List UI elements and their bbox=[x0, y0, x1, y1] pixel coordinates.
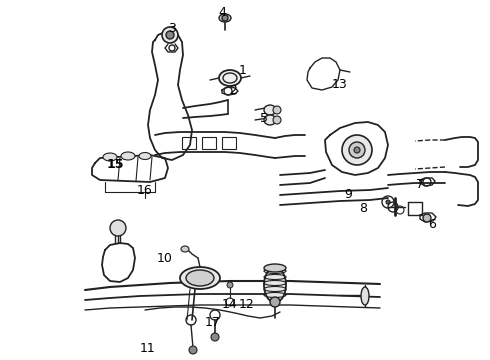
Circle shape bbox=[386, 200, 390, 204]
Text: 1: 1 bbox=[239, 64, 247, 77]
Ellipse shape bbox=[180, 267, 220, 289]
Text: 14: 14 bbox=[222, 298, 238, 311]
Circle shape bbox=[273, 116, 281, 124]
Text: 9: 9 bbox=[344, 189, 352, 202]
Text: 15: 15 bbox=[106, 158, 124, 171]
Ellipse shape bbox=[139, 153, 151, 159]
Bar bbox=[202, 137, 216, 149]
Ellipse shape bbox=[186, 270, 214, 286]
Text: 12: 12 bbox=[239, 298, 255, 311]
Text: 17: 17 bbox=[205, 315, 221, 328]
Circle shape bbox=[423, 214, 431, 222]
Ellipse shape bbox=[264, 115, 276, 125]
Circle shape bbox=[342, 135, 372, 165]
Ellipse shape bbox=[219, 14, 231, 22]
Circle shape bbox=[189, 346, 197, 354]
Text: 13: 13 bbox=[332, 78, 348, 91]
Text: 11: 11 bbox=[140, 342, 156, 355]
Circle shape bbox=[270, 297, 280, 307]
Text: 7: 7 bbox=[416, 179, 424, 192]
Ellipse shape bbox=[361, 287, 369, 305]
Text: 2: 2 bbox=[229, 85, 237, 98]
Ellipse shape bbox=[264, 267, 286, 302]
Ellipse shape bbox=[103, 153, 117, 161]
Text: 10: 10 bbox=[157, 252, 173, 265]
Circle shape bbox=[211, 333, 219, 341]
Ellipse shape bbox=[219, 70, 241, 86]
Bar bbox=[222, 137, 236, 149]
Circle shape bbox=[166, 31, 174, 39]
Ellipse shape bbox=[121, 152, 135, 160]
Text: 3: 3 bbox=[168, 22, 176, 35]
Ellipse shape bbox=[264, 264, 286, 272]
Text: 6: 6 bbox=[428, 219, 436, 231]
Text: 8: 8 bbox=[359, 202, 367, 215]
Circle shape bbox=[354, 147, 360, 153]
Ellipse shape bbox=[181, 246, 189, 252]
Circle shape bbox=[162, 27, 178, 43]
Text: 16: 16 bbox=[137, 184, 153, 197]
Circle shape bbox=[273, 106, 281, 114]
Circle shape bbox=[110, 220, 126, 236]
Circle shape bbox=[349, 142, 365, 158]
Bar bbox=[182, 137, 196, 149]
Circle shape bbox=[222, 15, 228, 21]
Ellipse shape bbox=[264, 105, 276, 115]
Text: 4: 4 bbox=[218, 6, 226, 19]
Text: 5: 5 bbox=[260, 112, 268, 125]
Circle shape bbox=[227, 282, 233, 288]
